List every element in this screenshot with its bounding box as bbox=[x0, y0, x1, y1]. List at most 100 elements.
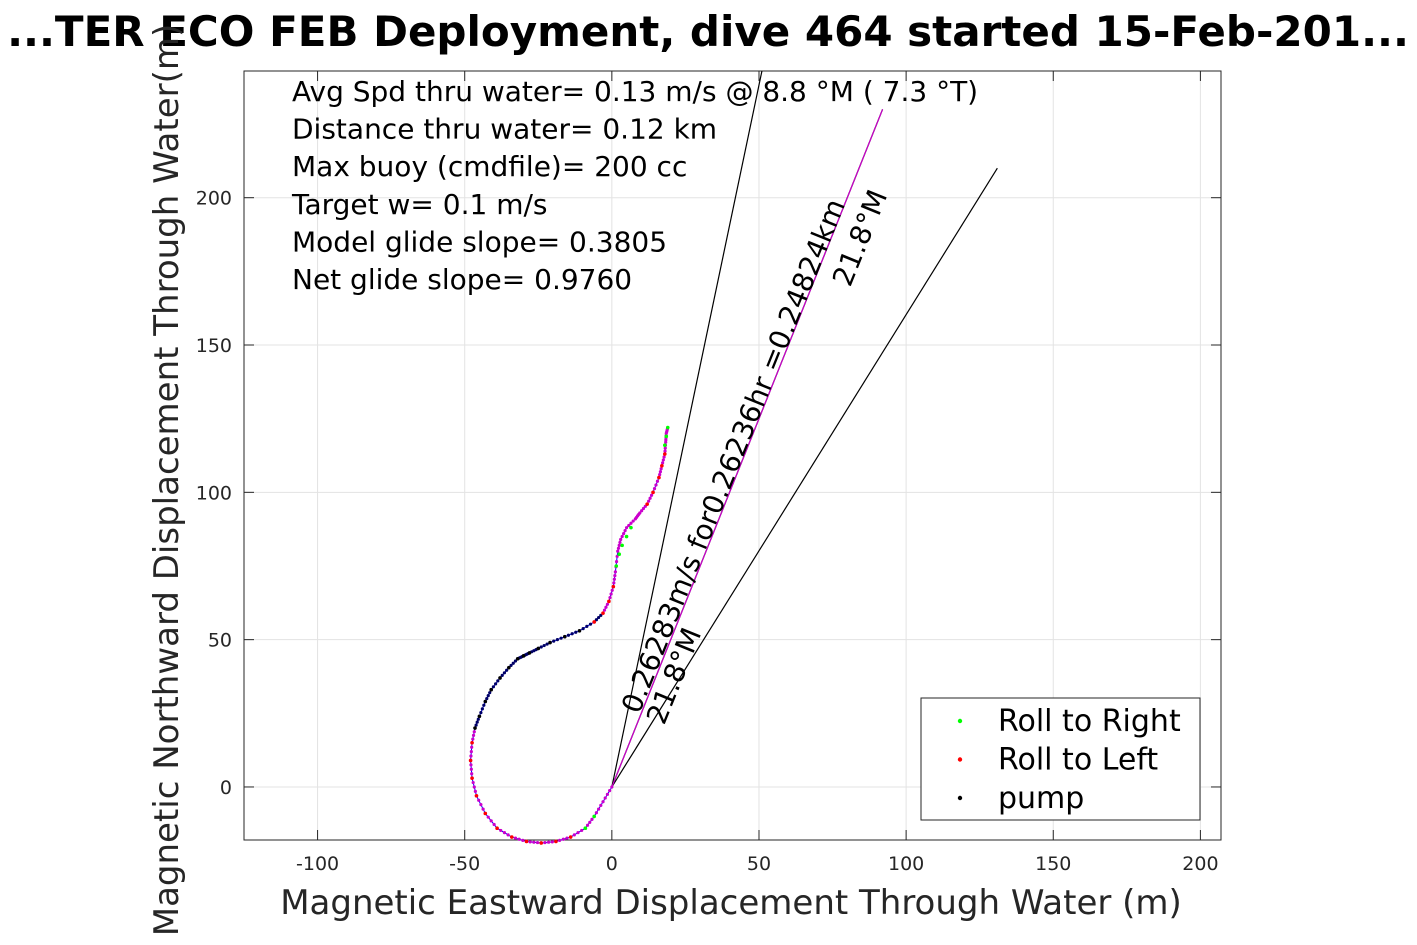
series-point bbox=[629, 525, 633, 530]
y-tick-label: 0 bbox=[220, 777, 232, 799]
track-dot bbox=[594, 618, 598, 622]
track-dot bbox=[469, 754, 473, 758]
series-point bbox=[521, 654, 526, 658]
track-dot bbox=[605, 792, 610, 796]
track-dot bbox=[502, 671, 507, 675]
track-dot bbox=[661, 461, 665, 465]
track-dot bbox=[647, 499, 651, 503]
track-dot bbox=[546, 840, 551, 844]
track-dot bbox=[597, 615, 601, 620]
series-point bbox=[620, 543, 624, 548]
series-point bbox=[524, 839, 529, 844]
series-point bbox=[483, 811, 488, 816]
reference-lines bbox=[611, 70, 998, 788]
annotation-line: Target w= 0.1 m/s bbox=[291, 188, 548, 221]
series-point bbox=[614, 564, 619, 568]
legend-marker bbox=[957, 757, 963, 762]
track-dot bbox=[570, 632, 574, 636]
track-dot bbox=[612, 581, 616, 585]
y-axis-label: Magnetic Northward Displacement Through … bbox=[147, 24, 187, 937]
track-dot bbox=[479, 710, 483, 715]
track-dot bbox=[648, 496, 652, 500]
track-dot bbox=[615, 554, 619, 559]
track-dot bbox=[555, 638, 560, 642]
track-dot bbox=[509, 663, 513, 668]
track-dot bbox=[492, 822, 496, 827]
track-dot bbox=[470, 772, 474, 776]
track-dot bbox=[472, 730, 476, 734]
series-point bbox=[468, 758, 473, 763]
track-dot bbox=[599, 613, 603, 617]
track-dot bbox=[513, 659, 518, 663]
track-dot bbox=[652, 487, 657, 491]
y-tick-label: 200 bbox=[196, 188, 232, 210]
legend-marker bbox=[957, 795, 963, 801]
track-dot bbox=[535, 840, 540, 845]
y-tick-label: 150 bbox=[196, 335, 232, 357]
x-tick-label: 150 bbox=[1035, 853, 1071, 875]
track-dot bbox=[623, 529, 627, 533]
track-dot bbox=[511, 661, 515, 665]
track-dot bbox=[481, 807, 485, 811]
track-dot bbox=[581, 626, 585, 631]
reference-line bbox=[611, 70, 763, 788]
track-dot bbox=[500, 673, 504, 677]
x-tick-label: -100 bbox=[296, 853, 339, 875]
track-dot bbox=[627, 523, 631, 528]
series-point bbox=[489, 687, 493, 692]
track-dot bbox=[624, 526, 629, 530]
series-point bbox=[660, 464, 664, 468]
track-points bbox=[468, 425, 670, 845]
track-dot bbox=[620, 534, 624, 539]
series-point bbox=[498, 676, 502, 680]
series-point bbox=[470, 740, 474, 745]
track-dot bbox=[521, 838, 525, 842]
series-point bbox=[577, 629, 582, 633]
track-dot bbox=[576, 831, 580, 835]
track-dot bbox=[539, 645, 543, 649]
series-point bbox=[554, 839, 558, 844]
series-point bbox=[583, 826, 588, 831]
grid-lines bbox=[244, 71, 1221, 840]
track-dot bbox=[488, 691, 492, 695]
track-dot bbox=[559, 636, 563, 640]
series-point bbox=[548, 640, 552, 645]
track-dot bbox=[485, 696, 489, 701]
track-dot bbox=[542, 643, 546, 648]
track-dot bbox=[574, 630, 578, 634]
track-dot bbox=[663, 449, 667, 453]
track-dot bbox=[561, 837, 565, 841]
track-dot bbox=[619, 537, 623, 542]
x-tick-label: 0 bbox=[606, 853, 618, 875]
track-dot bbox=[590, 817, 594, 821]
track-dot bbox=[608, 596, 612, 600]
track-dot bbox=[663, 446, 667, 450]
series-point bbox=[483, 699, 488, 704]
annotation-line: Max buoy (cmdfile)= 200 cc bbox=[292, 150, 687, 183]
track-dot bbox=[609, 592, 613, 596]
annotation-line: Distance thru water= 0.12 km bbox=[292, 113, 717, 146]
track-dot bbox=[616, 549, 620, 553]
track-dot bbox=[469, 767, 473, 771]
series-point bbox=[568, 835, 573, 839]
track-dot bbox=[602, 608, 607, 612]
series-point bbox=[473, 726, 477, 730]
track-dot bbox=[479, 803, 483, 807]
track-dot bbox=[489, 819, 493, 823]
series-point bbox=[592, 620, 596, 624]
legend-marker bbox=[957, 718, 963, 724]
track-dot bbox=[528, 840, 532, 844]
series-point bbox=[470, 776, 474, 780]
plot-area bbox=[243, 70, 1222, 841]
track-dot bbox=[641, 506, 646, 511]
track-dot bbox=[482, 703, 486, 707]
legend-box bbox=[920, 697, 1201, 821]
annotation-line: Net glide slope= 0.9760 bbox=[292, 263, 632, 296]
track-dot bbox=[601, 800, 605, 804]
track-dot bbox=[661, 458, 665, 462]
axis-ticks: -100 -50 0 50 100 150 200 0 50 100 150 200 bbox=[196, 71, 1221, 875]
series-point bbox=[477, 714, 482, 719]
x-axis-label: Magnetic Eastward Displacement Through W… bbox=[280, 883, 1182, 923]
series-point bbox=[663, 443, 667, 447]
